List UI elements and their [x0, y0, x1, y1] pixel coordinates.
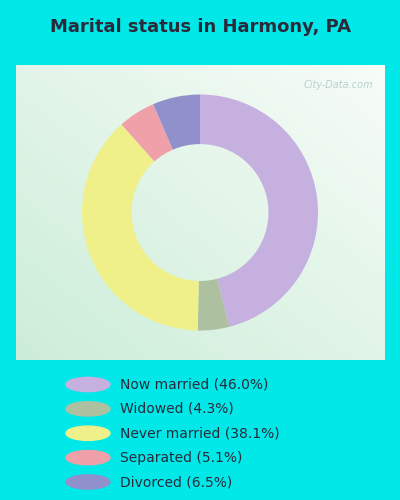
- Wedge shape: [82, 124, 199, 330]
- Wedge shape: [153, 94, 200, 150]
- Text: Never married (38.1%): Never married (38.1%): [120, 426, 280, 440]
- Text: City-Data.com: City-Data.com: [303, 80, 373, 90]
- Circle shape: [66, 426, 110, 440]
- Circle shape: [66, 475, 110, 489]
- Wedge shape: [198, 279, 229, 330]
- Text: Separated (5.1%): Separated (5.1%): [120, 450, 242, 464]
- Circle shape: [66, 402, 110, 416]
- Text: Now married (46.0%): Now married (46.0%): [120, 378, 268, 392]
- Circle shape: [66, 378, 110, 392]
- Wedge shape: [122, 104, 173, 162]
- Wedge shape: [200, 94, 318, 327]
- Text: Divorced (6.5%): Divorced (6.5%): [120, 475, 232, 489]
- Circle shape: [66, 450, 110, 465]
- Text: Marital status in Harmony, PA: Marital status in Harmony, PA: [50, 18, 350, 36]
- Text: Widowed (4.3%): Widowed (4.3%): [120, 402, 234, 416]
